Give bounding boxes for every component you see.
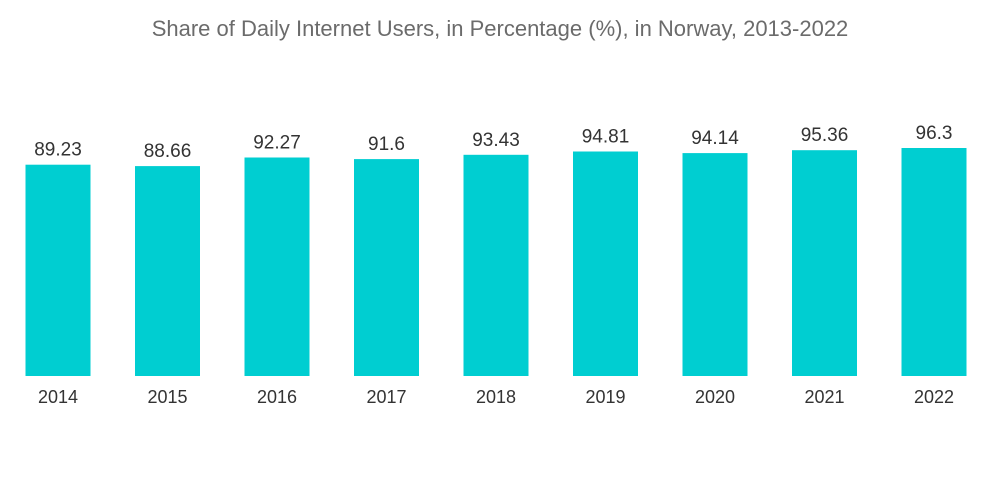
value-label-2019: 94.81 xyxy=(582,127,630,148)
value-label-2016: 92.27 xyxy=(253,133,301,154)
tick-label-2014: 2014 xyxy=(38,387,78,407)
bar-2019 xyxy=(573,151,638,376)
bar-2020 xyxy=(682,153,748,376)
value-labels-group: 89.23 88.66 92.27 91.6 93.43 94.81 94.14 95.36 9… xyxy=(34,123,952,162)
tick-label-2015: 2015 xyxy=(147,387,187,407)
value-label-2020: 94.14 xyxy=(691,128,739,149)
bar-2014 xyxy=(25,164,91,376)
bar-2018 xyxy=(463,154,529,376)
bar-2016 xyxy=(244,157,310,376)
value-label-2022: 96.3 xyxy=(916,123,953,144)
tick-label-2021: 2021 xyxy=(804,387,844,407)
chart-title: Share of Daily Internet Users, in Percen… xyxy=(151,16,849,41)
value-label-2017: 91.6 xyxy=(368,134,405,155)
tick-label-2016: 2016 xyxy=(257,387,297,407)
tick-label-2017: 2017 xyxy=(366,387,406,407)
bar-2022 xyxy=(901,148,967,376)
tick-label-2019: 2019 xyxy=(585,387,625,407)
value-label-2015: 88.66 xyxy=(144,141,192,162)
bar-2017 xyxy=(354,159,419,376)
tick-label-2020: 2020 xyxy=(695,387,735,407)
bar-2021 xyxy=(792,150,857,376)
x-axis-tick-labels: 2014 2015 2016 2017 2018 2019 2020 2021 2022 xyxy=(38,387,954,407)
tick-label-2018: 2018 xyxy=(476,387,516,407)
value-label-2018: 93.43 xyxy=(472,130,520,151)
bars-group xyxy=(25,148,967,376)
tick-label-2022: 2022 xyxy=(914,387,954,407)
value-label-2014: 89.23 xyxy=(34,140,82,161)
value-label-2021: 95.36 xyxy=(801,125,849,146)
bar-2015 xyxy=(135,166,200,376)
